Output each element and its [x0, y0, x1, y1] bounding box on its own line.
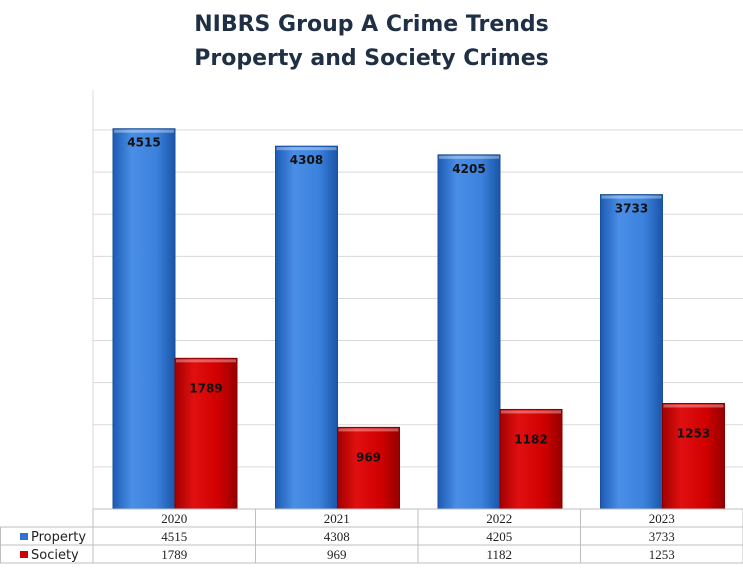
bar-highlight: [114, 129, 174, 133]
bar-highlight: [276, 147, 337, 151]
bar-society-2021: [337, 426, 400, 510]
data-label-property-2023: 3733: [615, 202, 648, 216]
category-label-2022: 2022: [486, 511, 512, 526]
chart-title: NIBRS Group A Crime Trends: [194, 12, 549, 37]
bar-highlight: [601, 195, 662, 199]
table-cell-property-2020: 4515: [161, 529, 187, 544]
bar-property-2023: [600, 194, 663, 510]
bar-highlight: [501, 410, 561, 414]
table-cell-property-2023: 3733: [649, 529, 675, 544]
table-cell-property-2021: 4308: [324, 529, 350, 544]
category-label-2021: 2021: [324, 511, 350, 526]
chart-subtitle: Property and Society Crimes: [194, 46, 549, 71]
data-label-society-2020: 1789: [189, 381, 222, 395]
data-label-society-2021: 969: [356, 450, 381, 464]
legend-label-property: Property: [31, 530, 86, 545]
bar-highlight: [338, 428, 399, 432]
bar-society-2023: [662, 402, 725, 510]
table-cell-society-2023: 1253: [649, 547, 675, 562]
bar-society-2022: [499, 408, 563, 510]
data-table: 2020 2021 2022 2023 Property 4515 4308 4205 3733…: [0, 508, 743, 564]
bar-property-2020: [112, 128, 176, 510]
bar-property-2021: [275, 145, 338, 510]
table-cell-society-2021: 969: [327, 547, 347, 562]
table-cell-property-2022: 4205: [486, 529, 512, 544]
legend-label-society: Society: [31, 548, 79, 563]
legend-swatch-society: [20, 551, 28, 558]
data-label-society-2022: 1182: [514, 432, 547, 446]
bars: 4515 1789 4308 969 4205 1182 3733 1253: [112, 128, 725, 510]
category-label-2020: 2020: [161, 511, 187, 526]
legend-swatch-property: [20, 533, 28, 540]
data-label-property-2021: 4308: [290, 153, 323, 167]
category-label-2023: 2023: [649, 511, 675, 526]
table-cell-society-2020: 1789: [161, 547, 187, 562]
data-label-property-2022: 4205: [452, 162, 485, 176]
data-label-society-2023: 1253: [677, 426, 710, 440]
bar-highlight: [439, 155, 499, 159]
bar-highlight: [663, 404, 724, 408]
data-label-property-2020: 4515: [127, 136, 160, 150]
bar-property-2022: [437, 154, 501, 510]
bar-highlight: [176, 359, 236, 363]
bar-society-2020: [174, 357, 238, 510]
table-cell-society-2022: 1182: [486, 547, 512, 562]
